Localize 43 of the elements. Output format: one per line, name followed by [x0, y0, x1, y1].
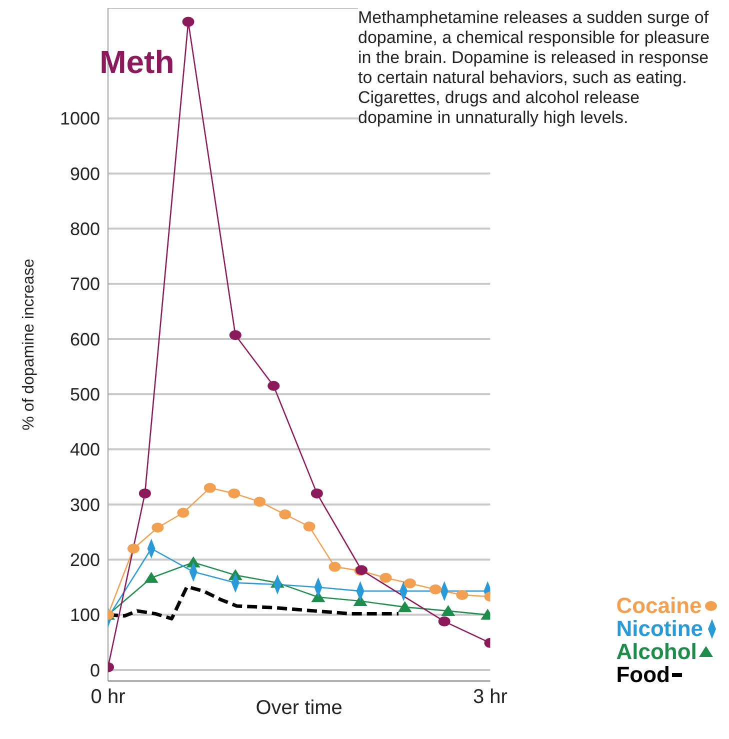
- point: [268, 380, 280, 391]
- x-tick-label: 0 hr: [90, 686, 126, 708]
- point: [182, 16, 194, 27]
- legend-label: Food: [616, 662, 670, 687]
- y-tick-label: 800: [70, 219, 100, 240]
- x-tick-label: 3 hr: [472, 686, 508, 708]
- point: [456, 590, 468, 600]
- y-tick-label: 0: [90, 660, 100, 680]
- y-tick-label: 400: [70, 440, 100, 460]
- point: [177, 508, 190, 518]
- point: [398, 601, 412, 612]
- point: [138, 488, 151, 498]
- point: [279, 509, 292, 520]
- legend-label: Alcohol: [616, 639, 697, 664]
- y-tick-label: 200: [70, 550, 100, 570]
- point: [152, 522, 164, 533]
- point: [438, 616, 450, 626]
- point: [404, 578, 416, 588]
- y-tick-label: 900: [70, 164, 100, 184]
- y-tick-label: 600: [70, 329, 100, 350]
- point: [380, 572, 392, 583]
- point: [229, 330, 242, 340]
- x-axis-title: Over time: [256, 697, 342, 719]
- y-tick-label: 500: [70, 384, 100, 405]
- point: [441, 604, 456, 616]
- y-tick-label: 700: [70, 274, 100, 294]
- point: [144, 572, 158, 583]
- point: [204, 482, 216, 493]
- point: [429, 584, 442, 594]
- point: [254, 496, 266, 507]
- point: [303, 522, 316, 532]
- y-tick-label: 1000: [60, 108, 100, 129]
- point: [127, 544, 140, 554]
- point: [228, 488, 240, 498]
- y-tick-label: 300: [70, 494, 100, 515]
- y-axis-title: % of dopamine increase: [20, 258, 38, 430]
- series-label: Meth: [100, 44, 174, 80]
- point: [310, 488, 323, 498]
- y-tick-label: 100: [70, 605, 100, 626]
- annotation: Methamphetamine releases a sudden surge of dopamine, a chemical responsible for pleasure in the brain. Dopamine is released in response to certain natural behaviors, such as eating. Cigarettes, drugs and alcohol release dopamine in unnaturally high levels.: [358, 8, 718, 128]
- point: [328, 562, 341, 572]
- legend-label: Cocaine: [616, 593, 702, 618]
- legend-label: Nicotine: [616, 616, 703, 641]
